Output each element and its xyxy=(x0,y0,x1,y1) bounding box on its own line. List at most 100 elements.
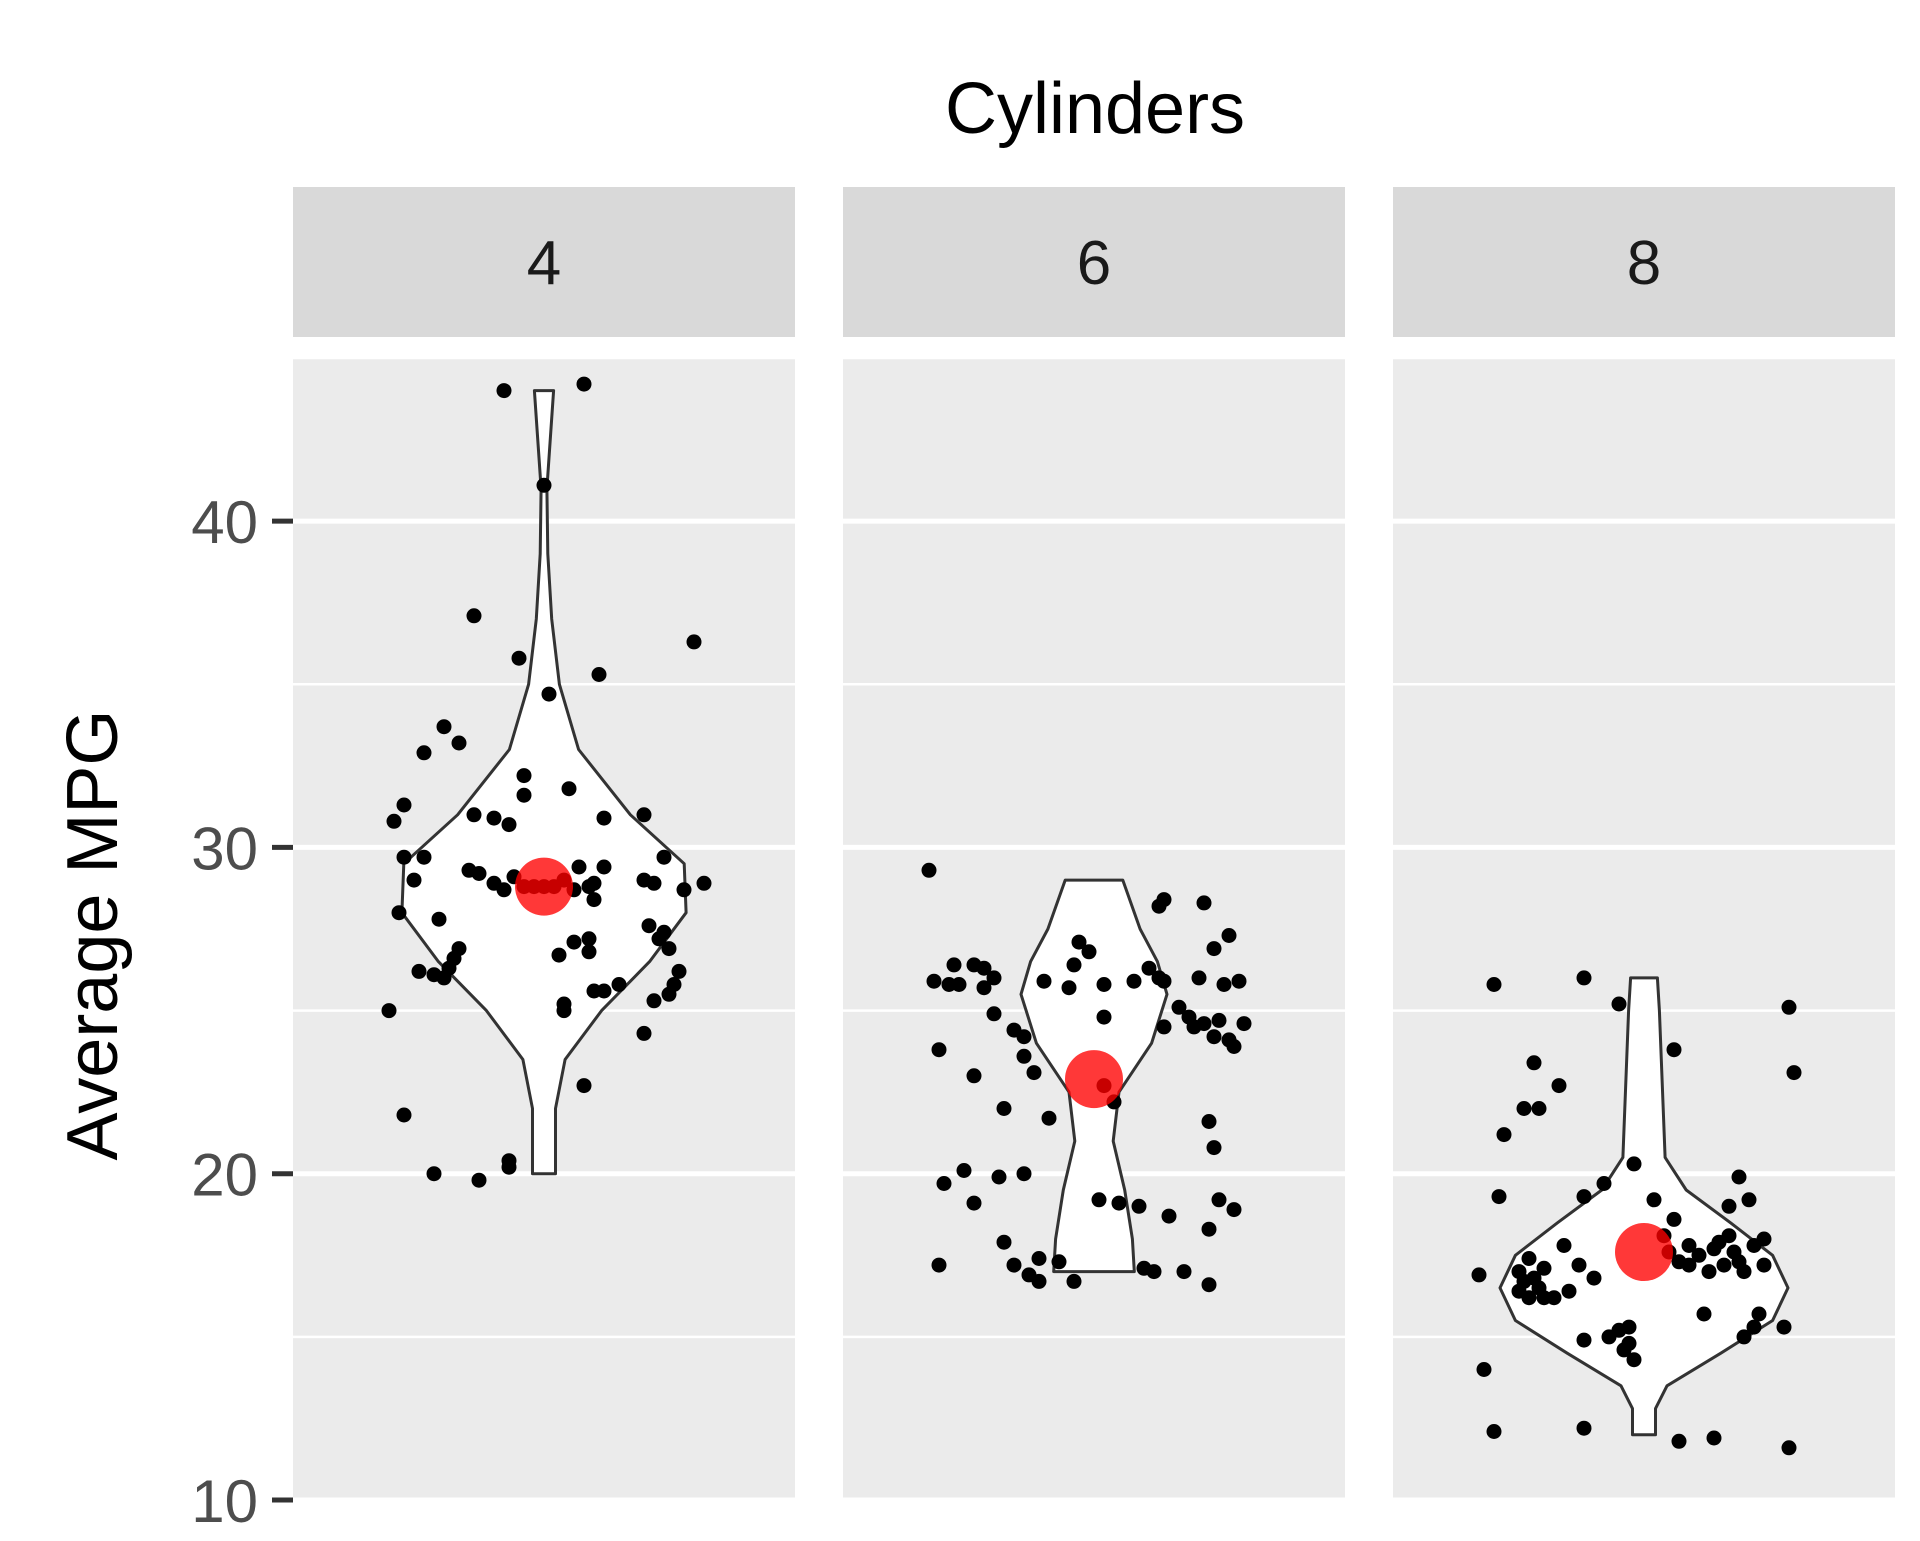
data-point xyxy=(566,934,582,950)
data-point xyxy=(1141,960,1157,976)
data-point xyxy=(1201,1277,1217,1293)
data-point xyxy=(1231,973,1247,989)
data-point xyxy=(646,993,662,1009)
data-point xyxy=(1096,977,1112,992)
data-point xyxy=(946,957,962,973)
data-point xyxy=(996,1101,1012,1116)
data-point xyxy=(1211,1192,1227,1208)
data-point xyxy=(1206,941,1222,957)
data-point xyxy=(496,882,512,898)
data-point xyxy=(471,866,487,881)
data-point xyxy=(1146,1264,1162,1280)
data-point xyxy=(966,1068,982,1084)
data-point xyxy=(1731,1169,1747,1185)
data-point xyxy=(1736,1329,1752,1345)
facet-strip xyxy=(293,187,795,337)
data-point xyxy=(931,1257,947,1273)
data-point xyxy=(1751,1306,1767,1322)
data-point xyxy=(991,1169,1007,1185)
data-point xyxy=(1036,973,1052,989)
facet-strip-label: 6 xyxy=(1077,229,1111,298)
data-point xyxy=(1226,1039,1242,1054)
data-point xyxy=(1671,1433,1687,1449)
data-point xyxy=(411,963,427,979)
data-point xyxy=(501,1153,517,1169)
data-point xyxy=(1721,1198,1737,1214)
y-axis-label: Average MPG xyxy=(53,710,133,1161)
data-point xyxy=(1066,1273,1082,1289)
data-point xyxy=(1471,1267,1487,1283)
data-point xyxy=(1196,1016,1212,1032)
data-point xyxy=(1486,1424,1502,1439)
data-point xyxy=(671,963,687,979)
data-point xyxy=(1576,970,1592,986)
data-point xyxy=(556,996,572,1012)
data-point xyxy=(936,1176,952,1191)
data-point xyxy=(661,941,677,957)
data-point xyxy=(666,977,682,992)
data-point xyxy=(966,1195,982,1211)
data-point xyxy=(1681,1257,1697,1273)
data-point xyxy=(1696,1306,1712,1322)
data-point xyxy=(406,872,422,888)
data-point xyxy=(1171,999,1187,1015)
data-point xyxy=(1031,1273,1047,1289)
data-point xyxy=(636,872,652,888)
data-point xyxy=(391,905,407,921)
data-point xyxy=(1521,1251,1537,1266)
data-point xyxy=(1156,892,1172,908)
data-point xyxy=(1511,1264,1527,1280)
data-point xyxy=(1016,1166,1032,1182)
data-point xyxy=(1156,973,1172,989)
data-point xyxy=(1611,996,1627,1012)
data-point xyxy=(511,650,527,666)
data-point xyxy=(656,924,672,940)
data-point xyxy=(451,941,467,957)
data-point xyxy=(931,1042,947,1058)
chart-title: Cylinders xyxy=(945,69,1245,149)
data-point xyxy=(486,810,502,826)
data-point xyxy=(1091,1192,1107,1208)
facet-strip xyxy=(1393,187,1895,337)
data-point xyxy=(396,797,412,813)
data-point xyxy=(1206,1029,1222,1045)
data-point xyxy=(471,1172,487,1188)
data-point xyxy=(496,383,512,399)
data-point xyxy=(571,859,587,875)
data-point xyxy=(1756,1257,1772,1273)
data-point xyxy=(1621,1319,1637,1335)
data-point xyxy=(636,1025,652,1041)
data-point xyxy=(576,1078,592,1094)
data-point xyxy=(576,376,592,392)
data-point xyxy=(1026,1065,1042,1081)
data-point xyxy=(1096,1009,1112,1025)
data-point xyxy=(1201,1114,1217,1129)
y-tick-label: 40 xyxy=(191,489,258,556)
data-point xyxy=(396,849,412,865)
data-point xyxy=(1741,1192,1757,1208)
data-point xyxy=(1691,1247,1707,1263)
y-tick-label: 30 xyxy=(191,815,258,882)
data-point xyxy=(1546,1290,1562,1306)
data-point xyxy=(1561,1283,1577,1299)
data-point xyxy=(941,977,957,992)
data-point xyxy=(1666,1042,1682,1058)
data-point xyxy=(536,477,552,493)
data-point xyxy=(1681,1238,1697,1253)
data-point xyxy=(541,686,557,702)
data-point xyxy=(386,813,402,829)
y-tick-label: 10 xyxy=(191,1468,258,1535)
data-point xyxy=(416,849,432,865)
data-point xyxy=(921,862,937,878)
data-point xyxy=(1531,1101,1547,1116)
data-point xyxy=(1131,1198,1147,1214)
facet-strip xyxy=(843,187,1345,337)
data-point xyxy=(1526,1055,1542,1071)
data-point xyxy=(976,960,992,976)
data-point xyxy=(1721,1228,1737,1244)
data-point xyxy=(1516,1101,1532,1116)
data-point xyxy=(381,1003,397,1019)
data-point xyxy=(956,1163,972,1178)
data-point xyxy=(1776,1319,1792,1335)
y-tick-label: 20 xyxy=(191,1142,258,1209)
